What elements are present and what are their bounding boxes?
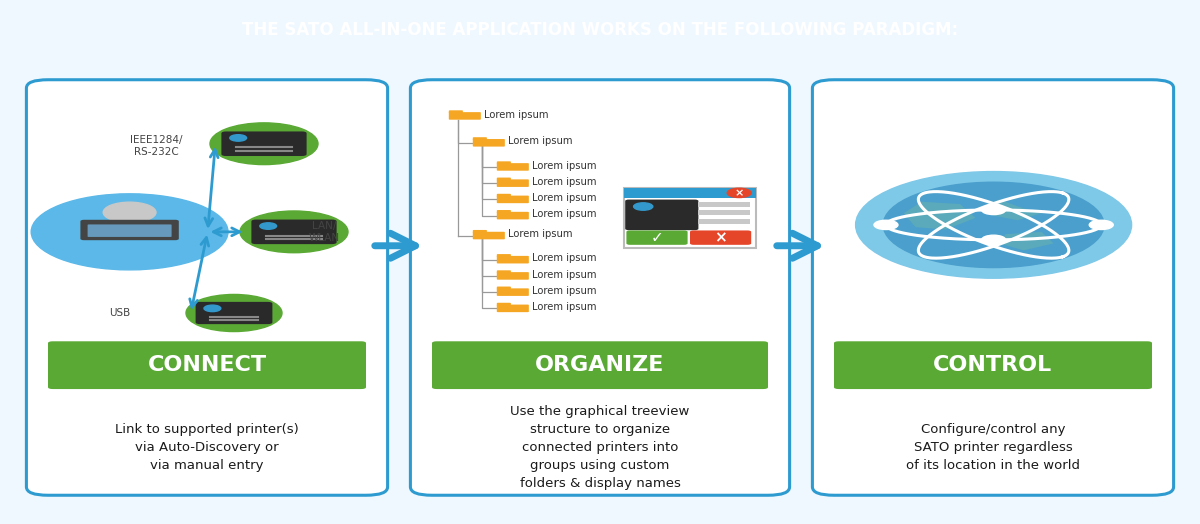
FancyBboxPatch shape (834, 341, 1152, 389)
Circle shape (727, 188, 751, 198)
FancyBboxPatch shape (625, 200, 698, 230)
Text: Lorem ipsum: Lorem ipsum (532, 253, 596, 263)
FancyBboxPatch shape (497, 303, 511, 306)
FancyBboxPatch shape (497, 179, 529, 187)
Text: Link to supported printer(s)
via Auto-Discovery or
via manual entry: Link to supported printer(s) via Auto-Di… (115, 423, 299, 472)
Text: Lorem ipsum: Lorem ipsum (484, 110, 548, 119)
Circle shape (982, 235, 1006, 245)
Circle shape (103, 202, 156, 223)
FancyBboxPatch shape (690, 231, 751, 245)
FancyBboxPatch shape (473, 139, 505, 147)
Circle shape (883, 182, 1104, 268)
FancyBboxPatch shape (698, 202, 750, 207)
FancyBboxPatch shape (497, 163, 529, 171)
Text: Lorem ipsum: Lorem ipsum (508, 229, 572, 239)
Circle shape (634, 203, 653, 210)
Circle shape (210, 123, 318, 165)
FancyBboxPatch shape (473, 232, 505, 239)
FancyBboxPatch shape (812, 80, 1174, 495)
FancyBboxPatch shape (88, 224, 172, 237)
Text: Lorem ipsum: Lorem ipsum (508, 136, 572, 146)
FancyBboxPatch shape (80, 220, 179, 240)
FancyBboxPatch shape (497, 288, 529, 296)
Polygon shape (988, 199, 1042, 220)
Circle shape (186, 294, 282, 332)
Text: IEEE1284/
RS-232C: IEEE1284/ RS-232C (130, 135, 182, 157)
Text: CONNECT: CONNECT (148, 355, 266, 375)
FancyBboxPatch shape (473, 137, 487, 140)
Circle shape (874, 220, 898, 230)
FancyBboxPatch shape (497, 287, 511, 290)
Text: Lorem ipsum: Lorem ipsum (532, 269, 596, 279)
Text: Lorem ipsum: Lorem ipsum (532, 209, 596, 219)
Text: THE SATO ALL-IN-ONE APPLICATION WORKS ON THE FOLLOWING PARADIGM:: THE SATO ALL-IN-ONE APPLICATION WORKS ON… (242, 21, 958, 39)
FancyBboxPatch shape (196, 302, 272, 324)
Text: CONTROL: CONTROL (934, 355, 1052, 375)
FancyBboxPatch shape (48, 341, 366, 389)
FancyBboxPatch shape (410, 80, 790, 495)
Circle shape (240, 211, 348, 253)
FancyBboxPatch shape (252, 220, 336, 244)
FancyBboxPatch shape (626, 231, 688, 245)
Text: Lorem ipsum: Lorem ipsum (532, 160, 596, 170)
Circle shape (1090, 220, 1114, 230)
Text: LAN/
WLAN: LAN/ WLAN (308, 221, 340, 243)
FancyBboxPatch shape (624, 188, 756, 198)
Text: Lorem ipsum: Lorem ipsum (532, 177, 596, 187)
FancyBboxPatch shape (624, 188, 756, 248)
Text: ORGANIZE: ORGANIZE (535, 355, 665, 375)
FancyBboxPatch shape (26, 80, 388, 495)
Text: ×: × (734, 188, 744, 198)
FancyBboxPatch shape (698, 210, 750, 215)
Circle shape (856, 171, 1132, 278)
Text: Use the graphical treeview
structure to organize
connected printers into
groups : Use the graphical treeview structure to … (510, 405, 690, 490)
Text: Lorem ipsum: Lorem ipsum (532, 193, 596, 203)
FancyBboxPatch shape (497, 194, 511, 197)
FancyBboxPatch shape (222, 132, 307, 156)
Text: Lorem ipsum: Lorem ipsum (532, 286, 596, 296)
FancyBboxPatch shape (449, 111, 463, 113)
FancyBboxPatch shape (497, 254, 511, 257)
FancyBboxPatch shape (497, 210, 511, 213)
FancyBboxPatch shape (497, 256, 529, 264)
FancyBboxPatch shape (449, 112, 481, 119)
Text: ✓: ✓ (650, 230, 664, 245)
FancyBboxPatch shape (497, 178, 511, 181)
FancyBboxPatch shape (497, 161, 511, 165)
FancyBboxPatch shape (497, 272, 529, 280)
Text: Configure/control any
SATO printer regardless
of its location in the world: Configure/control any SATO printer regar… (906, 423, 1080, 472)
Text: ×: × (714, 230, 727, 245)
FancyBboxPatch shape (497, 212, 529, 220)
Polygon shape (904, 202, 976, 230)
Circle shape (31, 194, 228, 270)
FancyBboxPatch shape (473, 230, 487, 233)
FancyBboxPatch shape (497, 304, 529, 312)
Circle shape (204, 305, 221, 312)
FancyBboxPatch shape (497, 195, 529, 203)
FancyBboxPatch shape (698, 219, 750, 224)
Circle shape (982, 205, 1006, 215)
Text: USB: USB (109, 308, 131, 318)
Text: Lorem ipsum: Lorem ipsum (532, 302, 596, 312)
Circle shape (260, 223, 276, 230)
FancyBboxPatch shape (432, 341, 768, 389)
Polygon shape (1000, 232, 1054, 250)
FancyBboxPatch shape (497, 270, 511, 274)
Circle shape (230, 135, 247, 141)
